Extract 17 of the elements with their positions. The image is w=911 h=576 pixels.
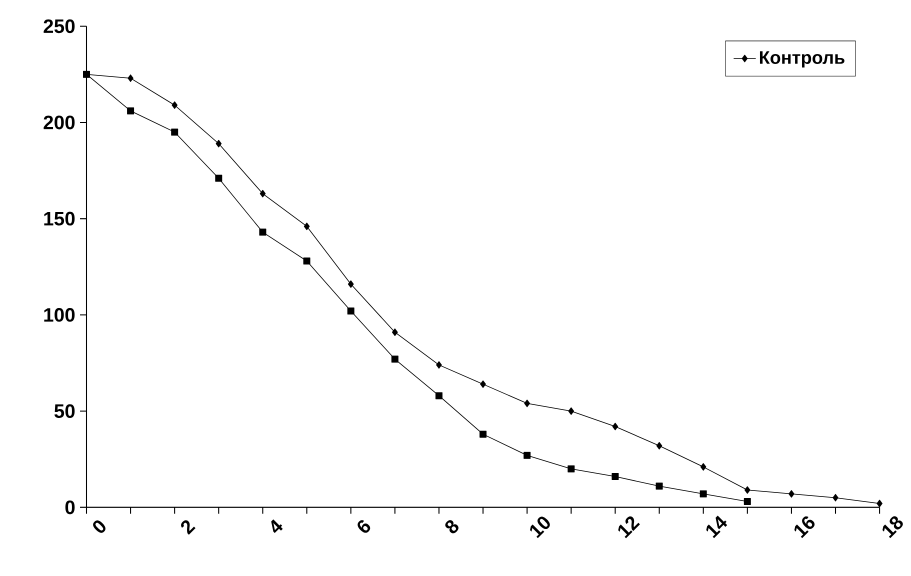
y-tick-label: 150 xyxy=(44,212,75,226)
y-tick-label: 50 xyxy=(54,404,75,418)
y-tick-label: 250 xyxy=(44,19,75,33)
y-tick-label: 100 xyxy=(44,308,75,322)
x-tick-label: 12 xyxy=(618,516,640,538)
x-tick-label: 0 xyxy=(93,520,106,533)
x-tick-label: 6 xyxy=(358,520,370,533)
x-tick-label: 10 xyxy=(530,516,550,538)
y-tick-label: 200 xyxy=(44,115,75,130)
y-tick-label: 0 xyxy=(65,500,75,514)
x-tick-label: 2 xyxy=(181,520,196,535)
x-tick-label: 14 xyxy=(706,515,728,538)
x-tick-label: 18 xyxy=(882,516,903,538)
x-tick-label: 4 xyxy=(271,519,283,533)
legend-label: Контроль xyxy=(760,51,844,68)
x-tick-label: 8 xyxy=(445,520,458,534)
x-tick-label: 16 xyxy=(794,516,815,538)
